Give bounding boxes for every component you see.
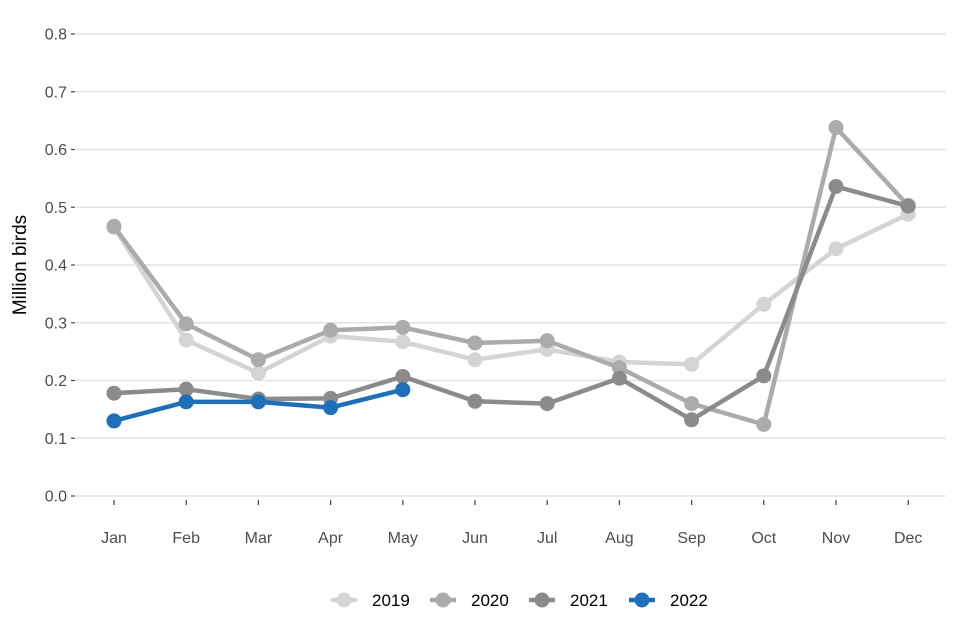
x-tick-label: Jan [101, 530, 127, 547]
data-point [250, 365, 266, 381]
data-point [178, 316, 194, 332]
legend-key-2020 [430, 592, 456, 608]
x-tick-label: Dec [894, 530, 922, 547]
legend-label: 2021 [570, 591, 608, 610]
y-tick-label: 0.0 [45, 489, 67, 506]
x-tick-label: Jul [537, 530, 557, 547]
x-tick-label: Sep [677, 530, 706, 547]
data-point [323, 322, 339, 338]
data-point [467, 393, 483, 409]
data-point [756, 368, 772, 384]
legend-label: 2022 [670, 591, 708, 610]
data-point [900, 198, 916, 214]
gridlines [76, 33, 946, 497]
legend-key-2022 [629, 592, 655, 608]
data-point [756, 296, 772, 312]
x-tick-label: Apr [318, 530, 344, 547]
series-line-2021 [113, 184, 909, 423]
data-point [828, 178, 844, 194]
data-point [611, 370, 627, 386]
series-line-2020 [112, 125, 910, 427]
y-axis: 0.0 0.1 0.2 0.3 0.4 0.5 0.6 0.7 0.8 [45, 27, 75, 506]
legend-key-2019 [331, 592, 357, 608]
data-point [684, 396, 700, 412]
legend-label: 2020 [471, 591, 509, 610]
data-point [395, 382, 411, 398]
data-point [178, 394, 194, 410]
y-tick-label: 0.6 [45, 142, 67, 159]
y-tick-label: 0.5 [45, 200, 67, 217]
data-point [106, 385, 122, 401]
data-point [611, 360, 627, 376]
legend-marker [336, 592, 352, 608]
y-tick-label: 0.1 [45, 431, 67, 448]
data-point [684, 412, 700, 428]
x-tick-label: Aug [605, 530, 633, 547]
data-point [539, 396, 555, 412]
data-point [106, 218, 122, 234]
legend-marker [534, 592, 550, 608]
x-tick-label: Nov [822, 530, 850, 547]
data-point [756, 416, 772, 432]
series-2019 [106, 206, 916, 381]
y-tick-label: 0.7 [45, 84, 67, 101]
legend-marker [634, 592, 650, 608]
x-tick-label: Mar [245, 530, 273, 547]
data-point [828, 241, 844, 257]
series-2022 [106, 382, 411, 429]
data-point [395, 368, 411, 384]
legend-marker [435, 592, 451, 608]
data-point [178, 381, 194, 397]
data-point [467, 335, 483, 351]
y-tick-label: 0.4 [45, 258, 67, 275]
x-axis: Jan Feb Mar Apr May Jun Jul Aug Sep Oct Nov Dec [101, 500, 922, 547]
data-point [250, 394, 266, 410]
data-point [395, 319, 411, 335]
x-tick-label: Jun [462, 530, 488, 547]
legend: 2019 2020 2021 2022 [331, 591, 708, 610]
data-point [539, 333, 555, 349]
data-point [178, 332, 194, 348]
data-point [106, 413, 122, 429]
data-point [323, 400, 339, 416]
data-point [250, 352, 266, 368]
x-tick-label: Oct [751, 530, 776, 547]
series [106, 120, 916, 432]
y-axis-title: Million birds [10, 215, 31, 315]
legend-key-2021 [529, 592, 555, 608]
x-tick-label: May [388, 530, 418, 547]
series-line-2019 [112, 212, 910, 376]
data-point [467, 352, 483, 368]
y-tick-label: 0.3 [45, 315, 67, 332]
x-tick-label: Feb [172, 530, 200, 547]
data-point [828, 120, 844, 136]
y-tick-label: 0.8 [45, 27, 67, 44]
data-point [395, 334, 411, 350]
data-point [684, 356, 700, 372]
series-2020 [106, 120, 916, 432]
legend-label: 2019 [372, 591, 410, 610]
y-tick-label: 0.2 [45, 373, 67, 390]
